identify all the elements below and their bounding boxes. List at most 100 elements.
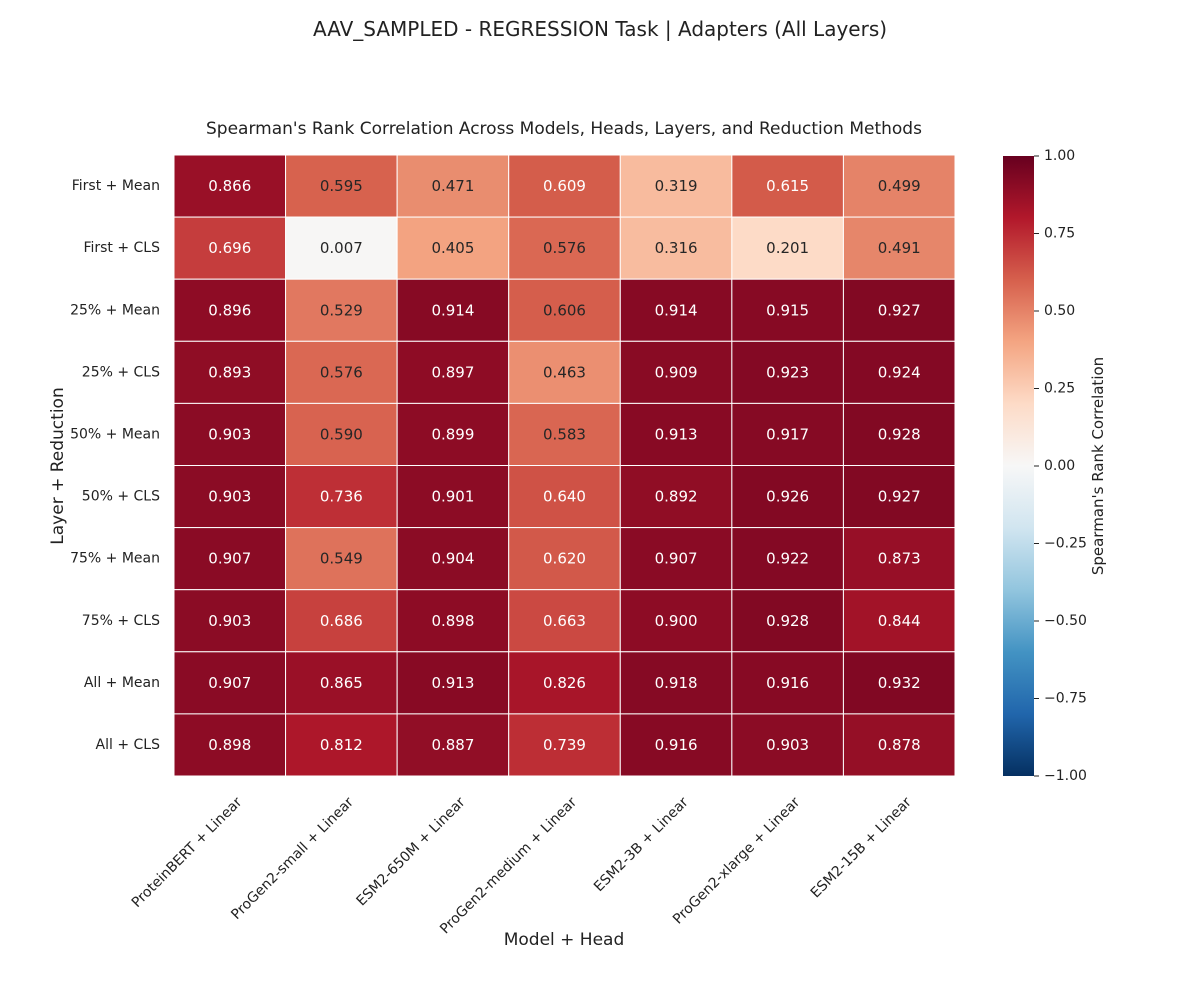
heatmap-cell [731, 216, 844, 280]
y-tick-label: 75% + Mean [70, 551, 160, 567]
colorbar-ticks: 1.00 0.75 0.50 0.25 0.00 −0.25 −0.50 −0.75 −1.00 [1034, 148, 1087, 784]
heatmap-cell-label: 0.892 [655, 488, 698, 506]
heatmap-cell-label: 0.499 [878, 177, 921, 195]
heatmap-cell [396, 154, 510, 218]
heatmap-cell [842, 278, 956, 342]
heatmap-cell-label: 0.914 [431, 301, 474, 319]
heatmap-cell-label: 0.491 [878, 239, 921, 257]
heatmap-cell-label: 0.916 [766, 674, 809, 692]
y-tick-label: First + CLS [83, 240, 160, 256]
heatmap-cell-label: 0.907 [655, 550, 698, 568]
heatmap-cell [173, 402, 287, 466]
heatmap-cell [842, 589, 956, 653]
heatmap-cell-label: 0.928 [878, 425, 921, 443]
heatmap-cell [508, 465, 621, 529]
heatmap-cell-label: 0.922 [766, 550, 809, 568]
x-tick-label: ProGen2-xlarge + Linear [670, 794, 803, 927]
x-tick-label: ProteinBERT + Linear [129, 794, 246, 911]
heatmap-cell-label: 0.873 [878, 550, 921, 568]
heatmap-cell-label: 0.900 [655, 612, 698, 630]
heatmap-cell [842, 216, 956, 280]
heatmap-cell-label: 0.904 [431, 550, 474, 568]
heatmap-cell [731, 278, 844, 342]
heatmap-cell-label: 0.590 [320, 425, 363, 443]
heatmap-cell-label: 0.201 [766, 239, 809, 257]
heatmap-cell-label: 0.866 [208, 177, 251, 195]
heatmap-cell [173, 216, 287, 280]
heatmap-cell-label: 0.899 [431, 425, 474, 443]
heatmap-cell-label: 0.606 [543, 301, 586, 319]
colorbar-tick-label: −0.25 [1044, 536, 1087, 552]
heatmap-cell-label: 0.907 [208, 674, 251, 692]
heatmap-cell-label: 0.640 [543, 488, 586, 506]
heatmap-cell-label: 0.463 [543, 363, 586, 381]
heatmap-cell [842, 465, 956, 529]
heatmap-cell [173, 154, 287, 218]
x-tick-label: ProGen2-small + Linear [228, 794, 357, 923]
y-tick-label: 50% + Mean [70, 426, 160, 442]
heatmap-cell-label: 0.686 [320, 612, 363, 630]
heatmap-cell [619, 216, 733, 280]
heatmap-cell [396, 651, 510, 715]
heatmap-cell [619, 278, 733, 342]
heatmap-cell-label: 0.903 [208, 488, 251, 506]
heatmap-cell-label: 0.903 [208, 612, 251, 630]
heatmap-cell-label: 0.696 [208, 239, 251, 257]
y-axis-ticks: First + Mean First + CLS 25% + Mean 25% + C… [70, 178, 160, 753]
heatmap-cell [508, 278, 621, 342]
heatmap-cell [396, 216, 510, 280]
heatmap-cell-label: 0.812 [320, 736, 363, 754]
heatmap-cell [842, 713, 956, 777]
colorbar-tick-label: −0.75 [1044, 691, 1087, 707]
y-tick-label: 25% + CLS [82, 364, 160, 380]
heatmap-cell [731, 527, 844, 591]
heatmap-cell [619, 651, 733, 715]
heatmap-cell [173, 713, 287, 777]
heatmap-cell-label: 0.663 [543, 612, 586, 630]
heatmap-cell [731, 713, 844, 777]
heatmap-cell [396, 527, 510, 591]
heatmap-cell-label: 0.918 [655, 674, 698, 692]
heatmap-cell-label: 0.907 [208, 550, 251, 568]
heatmap-cells [173, 154, 956, 777]
heatmap-cell-label: 0.932 [878, 674, 921, 692]
heatmap-cell-label: 0.901 [431, 488, 474, 506]
colorbar: 1.00 0.75 0.50 0.25 0.00 −0.25 −0.50 −0.75 −1.00… [1003, 148, 1107, 784]
y-tick-label: All + Mean [84, 675, 160, 691]
y-axis-label: Layer + Reduction [48, 387, 68, 544]
heatmap-cell-label: 0.898 [208, 736, 251, 754]
heatmap-cell-label: 0.898 [431, 612, 474, 630]
heatmap-cell [508, 527, 621, 591]
heatmap-cell-label: 0.609 [543, 177, 586, 195]
heatmap-cell-label: 0.917 [766, 425, 809, 443]
heatmap-cell [396, 713, 510, 777]
heatmap-cell-label: 0.878 [878, 736, 921, 754]
heatmap-cell-label: 0.928 [766, 612, 809, 630]
heatmap-cell-label: 0.926 [766, 488, 809, 506]
heatmap-cell-label: 0.620 [543, 550, 586, 568]
y-tick-label: First + Mean [72, 178, 160, 194]
heatmap-cell-label: 0.913 [431, 674, 474, 692]
y-tick-label: 25% + Mean [70, 302, 160, 318]
heatmap-cell-label: 0.896 [208, 301, 251, 319]
y-tick-label: 50% + CLS [82, 489, 160, 505]
y-tick-label: All + CLS [96, 737, 161, 753]
heatmap-cell-label: 0.903 [766, 736, 809, 754]
colorbar-tick-label: 0.75 [1044, 226, 1075, 242]
heatmap-cell [508, 340, 621, 404]
heatmap-cell-label: 0.915 [766, 301, 809, 319]
heatmap-cell [731, 154, 844, 218]
heatmap-cell [285, 465, 398, 529]
heatmap-cell [285, 589, 398, 653]
colorbar-gradient-bar [1003, 156, 1034, 776]
heatmap-cell-label: 0.916 [655, 736, 698, 754]
colorbar-tick-label: 0.00 [1044, 458, 1075, 474]
heatmap-cell-label: 0.826 [543, 674, 586, 692]
heatmap-cell-label: 0.865 [320, 674, 363, 692]
heatmap-cell-label: 0.316 [655, 239, 698, 257]
y-tick-label: 75% + CLS [82, 613, 160, 629]
heatmap-cell-label: 0.549 [320, 550, 363, 568]
heatmap-cell-label: 0.909 [655, 363, 698, 381]
heatmap-cell-label: 0.319 [655, 177, 698, 195]
